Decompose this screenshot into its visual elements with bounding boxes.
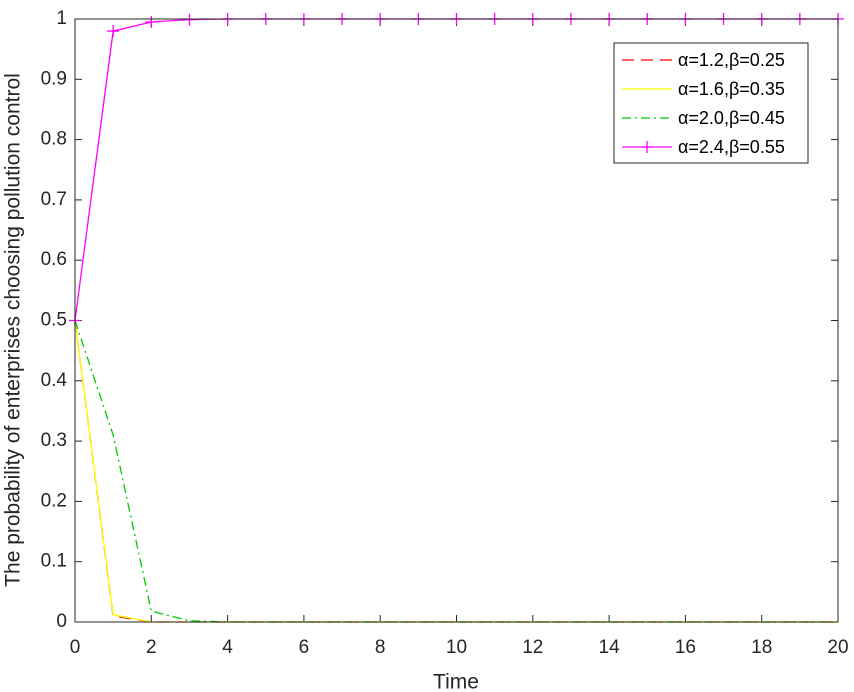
y-tick-label: 0.4 [41,370,68,391]
axes-box [74,18,839,623]
x-tick-label: 14 [599,637,621,658]
x-tick-label: 0 [70,637,81,658]
legend-marker [641,141,653,153]
x-tick-label: 10 [446,637,467,658]
point-marker [145,16,158,29]
y-tick-label: 0.7 [41,189,67,210]
legend-label: α=1.6,β=0.35 [678,79,785,99]
legend-label: α=2.0,β=0.45 [678,108,785,128]
x-tick-label: 2 [146,637,157,658]
x-tick-label: 8 [375,637,386,658]
y-tick-label: 0.1 [41,551,67,572]
legend: α=1.2,β=0.25 α=1.6,β=0.35 α=2.0,β=0.45 α=2.… [613,42,809,164]
y-tick-label: 0.2 [41,490,67,511]
legend-label: α=1.2,β=0.25 [678,50,785,70]
x-tick-label: 16 [675,637,696,658]
legend-box [613,42,809,164]
y-tick-label: 0 [56,611,67,632]
y-axis-label: The probability of enterprises choosing … [2,73,25,587]
legend-label: α=2.4,β=0.55 [678,137,785,157]
x-tick-label: 12 [522,637,543,658]
y-tick-label: 0.6 [41,249,67,270]
y-tick-label: 0.9 [41,68,67,89]
y-tick-label: 0.3 [41,430,67,451]
x-axis-label: Time [433,671,479,692]
x-tick-label: 4 [222,637,233,658]
point-marker [107,25,120,38]
y-tick-label: 1 [56,8,67,29]
y-tick-label: 0.5 [41,310,67,331]
x-tick-label: 20 [827,637,848,658]
point-marker [183,13,196,26]
x-tick-label: 18 [751,637,772,658]
x-tick-label: 6 [299,637,310,658]
y-tick-label: 0.8 [41,129,67,150]
